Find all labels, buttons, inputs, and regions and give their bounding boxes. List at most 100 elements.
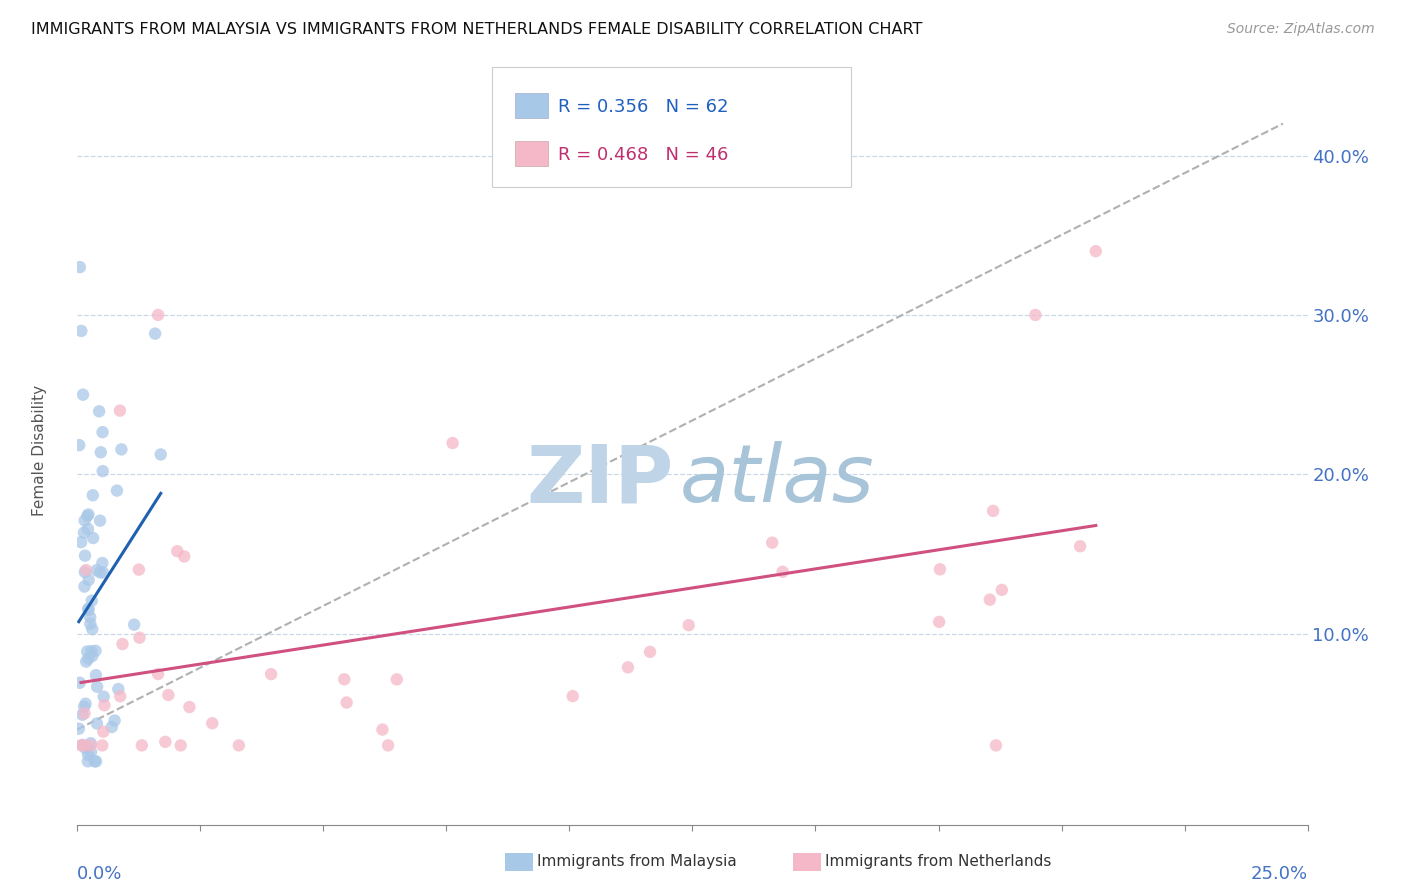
Point	[72, 738, 94, 752]
Point	[73, 580, 96, 594]
Point	[75, 655, 97, 669]
Point	[84, 668, 107, 682]
Point	[80, 745, 103, 759]
Point	[73, 525, 96, 540]
Point	[91, 724, 114, 739]
Point	[108, 403, 131, 417]
Point	[155, 735, 177, 749]
Point	[617, 660, 640, 674]
Text: 0.0%: 0.0%	[77, 865, 122, 883]
Point	[166, 544, 188, 558]
Point	[441, 436, 464, 450]
Text: IMMIGRANTS FROM MALAYSIA VS IMMIGRANTS FROM NETHERLANDS FEMALE DISABILITY CORREL: IMMIGRANTS FROM MALAYSIA VS IMMIGRANTS F…	[31, 22, 922, 37]
Point	[146, 667, 169, 681]
Point	[75, 741, 97, 756]
Point	[333, 673, 356, 687]
Point	[173, 549, 195, 564]
Point	[928, 615, 950, 629]
Point	[86, 680, 108, 694]
Point	[75, 563, 97, 577]
Point	[761, 535, 783, 549]
Point	[157, 688, 180, 702]
Point	[77, 522, 100, 536]
Point	[77, 747, 100, 762]
Point	[128, 563, 150, 577]
Point	[84, 644, 107, 658]
Point	[91, 425, 114, 440]
Point	[929, 562, 952, 576]
Point	[260, 667, 283, 681]
Text: R = 0.356   N = 62: R = 0.356 N = 62	[558, 98, 728, 116]
Point	[77, 755, 100, 769]
Point	[80, 739, 103, 753]
Point	[70, 324, 93, 338]
Point	[146, 308, 169, 322]
Point	[89, 566, 111, 580]
Point	[67, 722, 90, 736]
Point	[77, 508, 100, 522]
Point	[69, 675, 91, 690]
Point	[87, 404, 110, 418]
Point	[678, 618, 700, 632]
Point	[984, 739, 1007, 753]
Point	[91, 556, 114, 570]
Point	[104, 714, 127, 728]
Point	[201, 716, 224, 731]
Point	[89, 514, 111, 528]
Point	[149, 447, 172, 461]
Point	[80, 593, 103, 607]
Point	[69, 260, 91, 274]
Point	[170, 739, 193, 753]
Point	[83, 755, 105, 769]
Point	[111, 637, 134, 651]
Point	[70, 739, 93, 753]
Point	[1024, 308, 1046, 322]
Point	[91, 464, 114, 478]
Point	[77, 601, 100, 615]
Point	[73, 514, 96, 528]
Text: ZIP: ZIP	[527, 442, 673, 519]
Point	[77, 603, 100, 617]
Text: R = 0.468   N = 46: R = 0.468 N = 46	[558, 145, 728, 164]
Point	[75, 697, 97, 711]
Text: 25.0%: 25.0%	[1250, 865, 1308, 883]
Point	[70, 535, 93, 549]
Text: Female Disability: Female Disability	[31, 384, 46, 516]
Point	[77, 573, 100, 587]
Point	[143, 326, 166, 341]
Point	[228, 739, 250, 753]
Point	[371, 723, 394, 737]
Point	[108, 690, 131, 704]
Point	[67, 438, 90, 452]
Point	[91, 566, 114, 580]
Text: atlas: atlas	[681, 442, 875, 519]
Text: Source: ZipAtlas.com: Source: ZipAtlas.com	[1227, 22, 1375, 37]
Point	[73, 699, 96, 714]
Point	[73, 706, 96, 721]
Point	[772, 565, 794, 579]
Point	[77, 651, 100, 665]
Point	[128, 631, 150, 645]
Point	[105, 483, 128, 498]
Point	[131, 739, 153, 753]
Point	[84, 755, 107, 769]
Text: Immigrants from Malaysia: Immigrants from Malaysia	[537, 855, 737, 869]
Point	[80, 736, 103, 750]
Point	[73, 565, 96, 579]
Point	[377, 739, 399, 753]
Point	[110, 442, 132, 457]
Point	[72, 707, 94, 722]
Point	[73, 549, 96, 563]
Point	[122, 617, 145, 632]
Point	[981, 504, 1004, 518]
Point	[91, 739, 114, 753]
Point	[93, 690, 115, 704]
Point	[76, 644, 98, 658]
Point	[82, 622, 104, 636]
Point	[76, 508, 98, 523]
Point	[179, 700, 201, 714]
Point	[82, 488, 104, 502]
Point	[82, 531, 104, 545]
Point	[991, 582, 1014, 597]
Point	[90, 445, 112, 459]
